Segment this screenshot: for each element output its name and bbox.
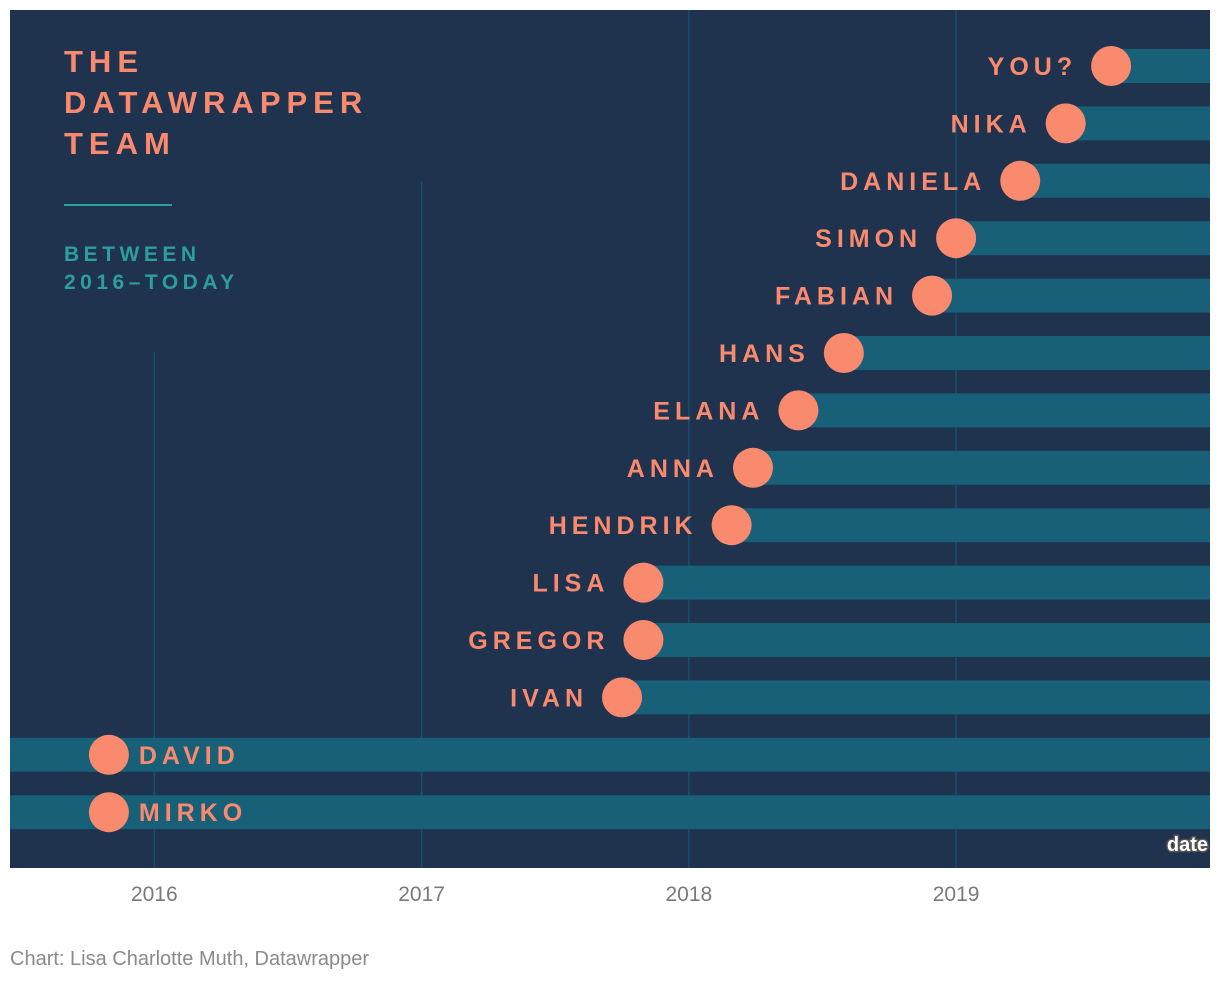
bar-ivan — [622, 680, 1210, 715]
dot-anna — [732, 447, 773, 488]
tick-label-2019: 2019 — [933, 883, 980, 906]
subtitle-line-2: 2016–TODAY — [64, 271, 239, 294]
dot-lisa — [623, 562, 664, 603]
title-line-1: THE — [64, 44, 144, 79]
tick-label-2016: 2016 — [131, 883, 178, 906]
bar-hendrik — [731, 508, 1210, 543]
label-anna: ANNA — [627, 455, 719, 483]
bar-lisa — [643, 565, 1210, 600]
dot-hendrik — [711, 505, 752, 546]
bar-anna — [752, 450, 1210, 485]
label-mirko: MIRKO — [139, 799, 247, 827]
label-hans: HANS — [719, 340, 810, 368]
dot-ivan — [602, 677, 643, 718]
plot-background — [10, 10, 1210, 868]
x-axis-ticks: 2016 2017 2018 2019 — [131, 883, 980, 906]
gridlines — [153, 10, 957, 868]
chart-title: THE DATAWRAPPER TEAM — [64, 44, 368, 161]
tick-label-2018: 2018 — [665, 883, 712, 906]
title-divider — [64, 204, 172, 206]
bars — [10, 49, 1210, 830]
dot-nika — [1045, 103, 1086, 144]
label-you: YOU? — [988, 53, 1077, 81]
label-david: DAVID — [139, 742, 240, 770]
bar-mirko — [10, 795, 1210, 830]
bar-david — [10, 737, 1210, 772]
bar-gregor — [643, 623, 1210, 657]
tick-label-2017: 2017 — [398, 883, 445, 906]
name-labels: YOU? NIKA DANIELA SIMON FABIAN HANS ELANA ANNA H… — [139, 53, 1077, 827]
dot-david — [88, 734, 129, 775]
x-axis-name: date — [1167, 834, 1208, 856]
chart-credit: Chart: Lisa Charlotte Muth, Datawrapper — [10, 948, 370, 970]
subtitle-line-1: BETWEEN — [64, 243, 201, 266]
label-gregor: GREGOR — [468, 627, 609, 655]
dot-simon — [936, 218, 977, 259]
dots — [88, 46, 1132, 833]
bar-hans — [843, 336, 1210, 370]
bar-fabian — [932, 278, 1210, 313]
title-line-3: TEAM — [64, 126, 176, 161]
label-hendrik: HENDRIK — [549, 512, 698, 540]
bar-elana — [798, 393, 1210, 428]
label-nika: NIKA — [951, 110, 1032, 138]
dot-fabian — [912, 275, 953, 316]
dot-hans — [823, 333, 864, 373]
dot-daniela — [1000, 160, 1041, 201]
dot-you — [1091, 46, 1132, 86]
title-line-2: DATAWRAPPER — [64, 85, 368, 120]
bar-simon — [956, 221, 1210, 256]
label-lisa: LISA — [532, 570, 609, 598]
dot-elana — [778, 390, 819, 431]
label-ivan: IVAN — [510, 684, 588, 712]
bar-daniela — [1020, 163, 1210, 198]
dot-mirko — [88, 792, 129, 833]
label-elana: ELANA — [653, 397, 764, 425]
label-fabian: FABIAN — [775, 283, 898, 311]
label-daniela: DANIELA — [840, 168, 986, 196]
dot-gregor — [623, 620, 664, 660]
bar-nika — [1065, 106, 1210, 141]
label-simon: SIMON — [815, 225, 922, 253]
chart-subtitle: BETWEEN 2016–TODAY — [64, 243, 239, 294]
